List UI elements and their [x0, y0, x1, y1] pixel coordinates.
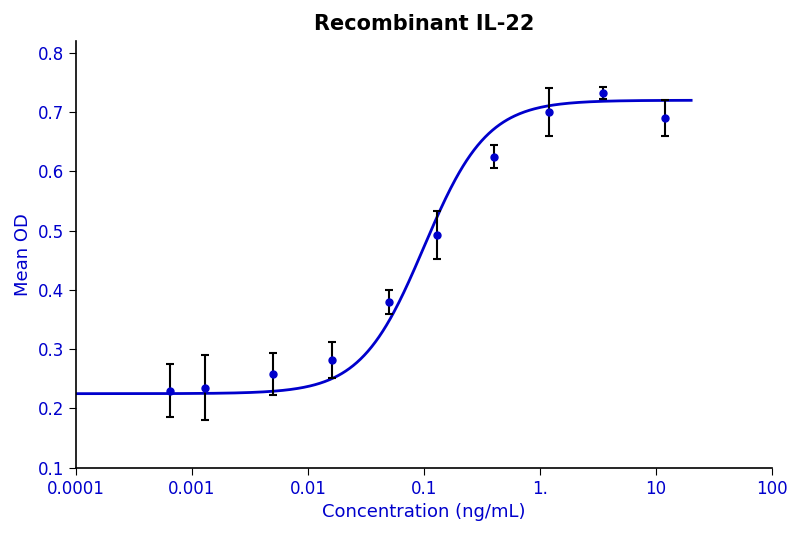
Title: Recombinant IL-22: Recombinant IL-22 — [314, 14, 534, 34]
Y-axis label: Mean OD: Mean OD — [14, 213, 32, 296]
X-axis label: Concentration (ng/mL): Concentration (ng/mL) — [322, 503, 526, 521]
